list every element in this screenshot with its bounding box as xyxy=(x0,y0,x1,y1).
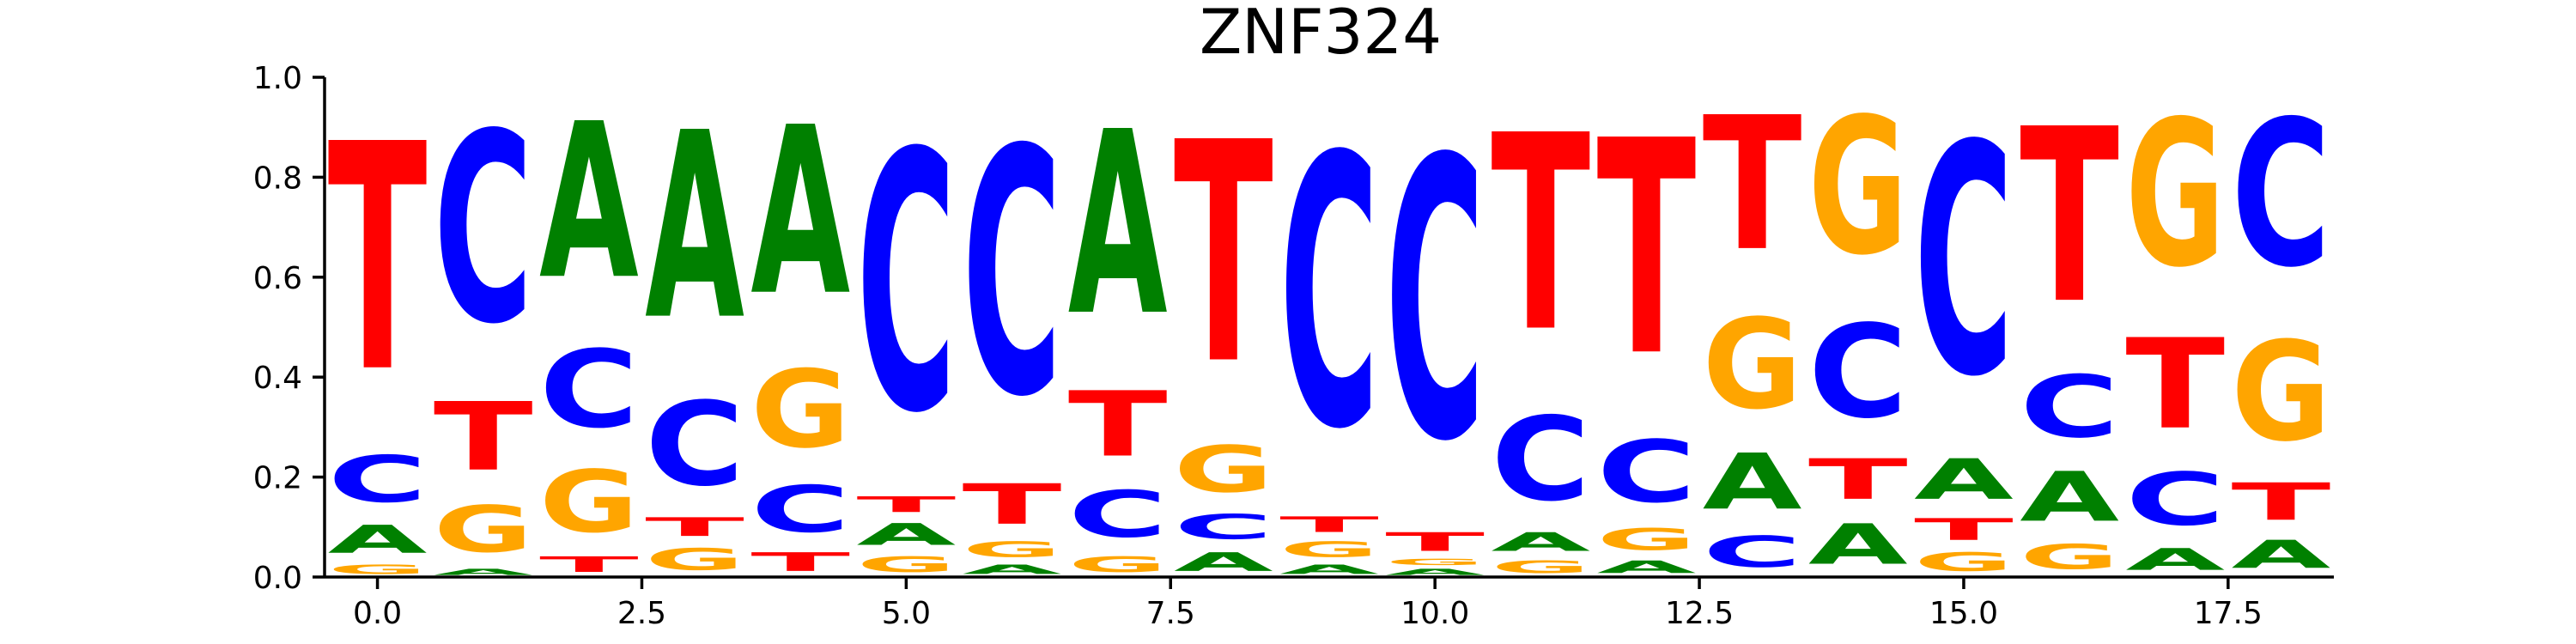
logo-letter-A-pos11: A xyxy=(1491,527,1590,557)
logo-letter-G-pos14: G xyxy=(1808,78,1908,296)
logo-letter-T-pos18: T xyxy=(2232,472,2331,532)
logo-letter-C-pos11: C xyxy=(1491,392,1590,527)
logo-letter-G-pos5: G xyxy=(856,552,956,577)
x-tick-label: 10.0 xyxy=(1400,596,1469,631)
logo-letter-G-pos11: G xyxy=(1491,557,1590,577)
y-tick-label: 0.2 xyxy=(253,461,302,496)
logo-letter-C-pos5: C xyxy=(856,78,956,491)
logo-letter-G-pos7: G xyxy=(1068,552,1168,577)
logo-letter-A-pos7: A xyxy=(1068,78,1168,371)
logo-letter-T-pos1: T xyxy=(434,382,533,492)
x-tick-label: 5.0 xyxy=(882,596,931,631)
logo-letter-C-pos10: C xyxy=(1385,79,1485,527)
y-tick-label: 0.0 xyxy=(253,561,302,596)
logo-letter-G-pos18: G xyxy=(2232,313,2331,471)
logo-letter-G-pos4: G xyxy=(750,349,850,472)
x-tick-label: 12.5 xyxy=(1665,596,1734,631)
chart-title: ZNF324 xyxy=(1200,0,1442,68)
logo-letter-T-pos2: T xyxy=(539,552,639,577)
logo-letter-T-pos9: T xyxy=(1279,512,1379,537)
logo-letter-C-pos6: C xyxy=(963,78,1062,471)
logo-letter-C-pos12: C xyxy=(1597,423,1697,522)
logo-letter-A-pos10: A xyxy=(1385,567,1485,577)
logo-letter-C-pos3: C xyxy=(645,377,744,512)
logo-letter-T-pos10: T xyxy=(1385,527,1485,557)
logo-letter-A-pos4: A xyxy=(750,78,850,347)
logo-letter-G-pos3: G xyxy=(645,543,744,577)
logo-letter-A-pos9: A xyxy=(1279,562,1379,577)
logo-letter-C-pos8: C xyxy=(1174,507,1273,547)
logo-letter-T-pos13: T xyxy=(1703,78,1802,292)
logo-letter-A-pos6: A xyxy=(963,562,1062,577)
logo-letter-T-pos8: T xyxy=(1174,79,1274,431)
logo-letter-G-pos1: G xyxy=(434,492,533,567)
logo-letter-C-pos1: C xyxy=(434,79,533,382)
logo-letter-T-pos0: T xyxy=(328,78,428,441)
logo-letter-A-pos3: A xyxy=(645,78,744,377)
logo-letter-G-pos2: G xyxy=(539,453,639,552)
logo-letter-T-pos5: T xyxy=(856,492,956,517)
logo-letter-A-pos8: A xyxy=(1174,547,1273,577)
logo-letter-T-pos3: T xyxy=(645,512,744,542)
axes: 0.0 0.2 0.4 0.6 0.8 1.0 0.0 2.5 5.0 7.5 10.0 12.5 15… xyxy=(253,61,2334,631)
logo-letter-T-pos11: T xyxy=(1491,79,1590,392)
logo-letter-C-pos14: C xyxy=(1808,298,1908,447)
logo-letter-A-pos2: A xyxy=(539,79,639,326)
logo-letter-G-pos10: G xyxy=(1385,557,1485,568)
logo-letter-C-pos7: C xyxy=(1068,477,1168,552)
y-tick-label: 0.4 xyxy=(253,361,302,396)
logo-letter-C-pos0: C xyxy=(328,442,428,517)
logo-letter-T-pos16: T xyxy=(2020,79,2119,357)
y-tick-label: 0.8 xyxy=(253,161,302,196)
logo-letter-G-pos13: G xyxy=(1703,293,1802,437)
logo-letter-T-pos7: T xyxy=(1068,373,1168,477)
logo-letter-T-pos12: T xyxy=(1597,78,1698,421)
x-tick-label: 2.5 xyxy=(617,596,666,631)
logo-letter-A-pos17: A xyxy=(2125,542,2225,577)
logo-letter-T-pos15: T xyxy=(1914,512,2014,547)
logo-letter-G-pos15: G xyxy=(1914,547,2014,577)
logo-letter-C-pos15: C xyxy=(1914,77,2014,446)
logo-letter-T-pos4: T xyxy=(750,547,850,577)
logo-letter-G-pos6: G xyxy=(963,537,1062,562)
x-tick-label: 7.5 xyxy=(1146,596,1195,631)
logo-letter-A-pos12: A xyxy=(1597,557,1697,577)
logo-letter-G-pos12: G xyxy=(1597,522,1697,556)
x-tick-label: 15.0 xyxy=(1929,596,1998,631)
logo-letter-G-pos0: G xyxy=(328,562,428,577)
logo-letter-C-pos13: C xyxy=(1703,527,1802,577)
logo-letter-A-pos16: A xyxy=(2020,458,2119,537)
logo-letter-A-pos15: A xyxy=(1914,447,2014,512)
logo-letter-C-pos16: C xyxy=(2020,358,2119,457)
y-tick-label: 0.6 xyxy=(253,261,302,296)
x-tick-label: 17.5 xyxy=(2194,596,2263,631)
y-tick-label: 1.0 xyxy=(253,61,302,96)
logo-letter-C-pos2: C xyxy=(539,328,639,452)
logo-letter-T-pos14: T xyxy=(1808,447,1908,512)
logo-letter-G-pos9: G xyxy=(1279,537,1379,562)
logo-letter-C-pos9: C xyxy=(1279,78,1379,511)
logo-glyph-layer: GACTAGTCTGCAGTCATCGAGATCAGTCGCTAACGTAGTC… xyxy=(328,77,2331,577)
logo-letter-A-pos18: A xyxy=(2232,532,2331,577)
logo-letter-A-pos0: A xyxy=(328,518,428,562)
logo-letter-T-pos6: T xyxy=(963,472,1062,537)
logo-letter-C-pos18: C xyxy=(2232,79,2331,313)
logo-letter-G-pos8: G xyxy=(1174,432,1273,507)
logo-letter-C-pos4: C xyxy=(750,472,850,547)
logo-letter-A-pos5: A xyxy=(856,517,956,552)
logo-letter-T-pos17: T xyxy=(2125,313,2225,458)
logo-letter-A-pos14: A xyxy=(1808,513,1908,577)
x-tick-label: 0.0 xyxy=(353,596,402,631)
logo-letter-A-pos13: A xyxy=(1703,438,1802,527)
logo-letter-G-pos16: G xyxy=(2020,538,2119,577)
logo-letter-A-pos1: A xyxy=(434,567,533,577)
logo-letter-C-pos17: C xyxy=(2125,458,2225,542)
logo-letter-G-pos17: G xyxy=(2125,78,2225,312)
